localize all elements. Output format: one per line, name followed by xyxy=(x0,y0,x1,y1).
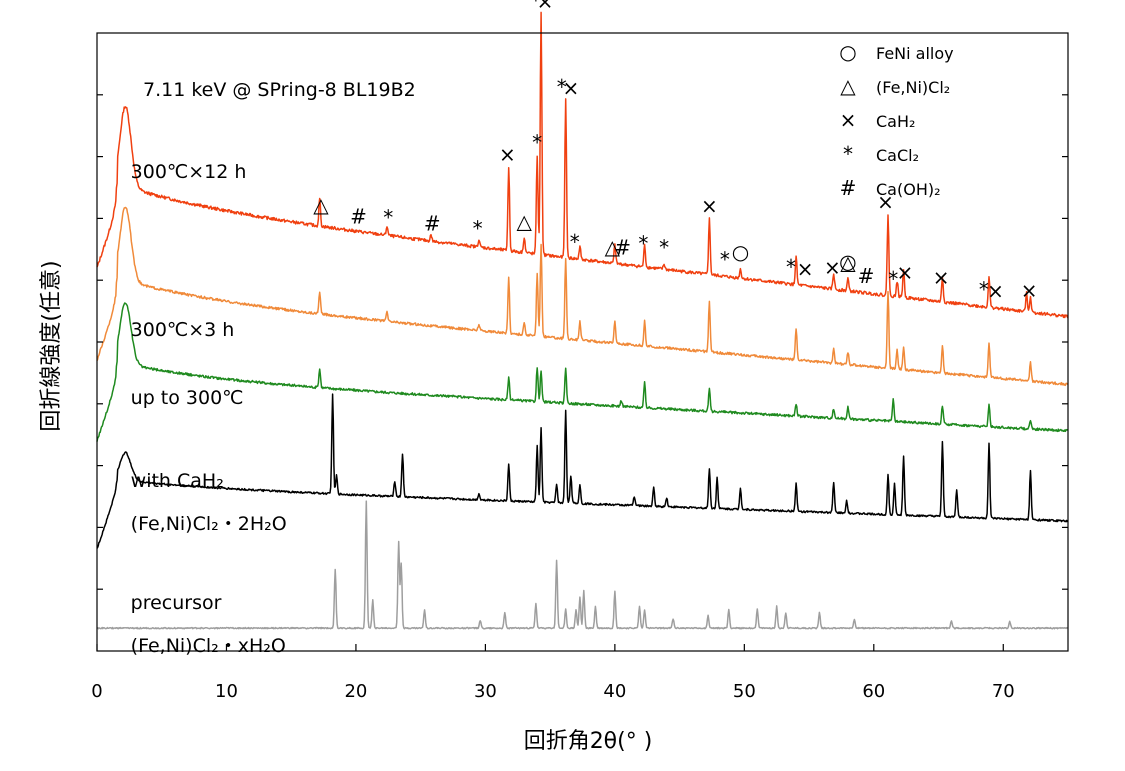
x-tick-label: 10 xyxy=(215,681,238,702)
x-axis-title: 回折角2θ(° ) xyxy=(524,729,653,754)
legend-symbol: # xyxy=(840,176,857,200)
trace-labels: 300℃×12 h 300℃×3 h up to 300℃ with CaH₂ (Fe,… xyxy=(131,161,287,657)
peak-marker: * xyxy=(659,235,669,259)
peak-marker: × xyxy=(562,76,579,100)
peak-markers: △ # * # *×△**×*×* △# * *×* ○* × × △○#×*× ×*× × xyxy=(313,0,1037,303)
source-note: 7.11 keV @ SPring-8 BL19B2 xyxy=(143,79,416,101)
legend-label: CaCl₂ xyxy=(876,146,919,165)
peak-marker: △ xyxy=(605,235,621,259)
x-tick-label: 30 xyxy=(474,681,497,702)
series-trace xyxy=(96,206,1069,387)
series-trace xyxy=(96,11,1069,319)
y-axis-title: 回折線強度(任意) xyxy=(39,260,64,431)
legend-symbol: ○ xyxy=(839,40,856,64)
peak-marker: * xyxy=(570,230,580,254)
series-trace xyxy=(96,302,1069,442)
peak-marker: × xyxy=(797,257,814,281)
peak-marker: × xyxy=(987,279,1004,303)
legend: ○ FeNi alloy △ (Fe,Ni)Cl₂ × CaH₂ * CaCl₂ # Ca(OH)… xyxy=(839,40,953,200)
x-tick-label: 40 xyxy=(603,681,626,702)
peak-marker: △ xyxy=(517,210,533,234)
legend-label: CaH₂ xyxy=(876,112,915,131)
legend-label: Ca(OH)₂ xyxy=(876,180,941,199)
peak-marker: × xyxy=(499,143,516,167)
peak-marker: * xyxy=(979,278,989,302)
peak-marker: × xyxy=(1021,278,1038,302)
peak-marker: * xyxy=(557,75,567,99)
peak-marker: * xyxy=(786,255,796,279)
peak-marker: △ xyxy=(840,250,856,274)
peak-marker: × xyxy=(896,260,913,284)
peak-marker: * xyxy=(888,267,898,291)
legend-label: (Fe,Ni)Cl₂ xyxy=(876,78,950,97)
series-trace xyxy=(96,500,1069,630)
legend-label: FeNi alloy xyxy=(876,44,954,63)
peak-marker: * xyxy=(638,232,648,256)
peak-marker: * xyxy=(532,131,542,155)
peak-marker: × xyxy=(701,194,718,218)
peak-marker: × xyxy=(537,0,554,13)
peak-marker: * xyxy=(720,247,730,271)
peak-marker: * xyxy=(531,0,541,12)
peak-marker: ○ xyxy=(732,240,749,264)
peak-marker: △ xyxy=(313,193,329,217)
series-trace xyxy=(96,393,1069,549)
peak-marker: # xyxy=(424,211,441,235)
series-label: (Fe,Ni)Cl₂・2H₂O xyxy=(131,513,287,535)
x-tick-label: 60 xyxy=(862,681,885,702)
peak-marker: # xyxy=(858,264,875,288)
series-label: with CaH₂ xyxy=(131,470,224,492)
x-tick-label: 50 xyxy=(733,681,756,702)
series-label: up to 300℃ xyxy=(131,387,244,409)
legend-symbol: × xyxy=(840,108,857,132)
traces xyxy=(96,11,1069,630)
series-label: 300℃×12 h xyxy=(131,161,247,183)
peak-marker: × xyxy=(933,266,950,290)
peak-marker: ○ xyxy=(839,249,856,273)
peak-marker: # xyxy=(350,205,367,229)
series-label: (Fe,Ni)Cl₂・xH₂O xyxy=(131,635,286,657)
series-label: 300℃×3 h xyxy=(131,319,235,341)
x-tick-label: 20 xyxy=(344,681,367,702)
x-tick-label: 0 xyxy=(91,681,102,702)
peak-marker: × xyxy=(824,256,841,280)
peak-marker: # xyxy=(614,235,631,259)
axes: 0 10 20 30 40 50 60 70 xyxy=(91,32,1069,702)
peak-marker: * xyxy=(473,216,483,240)
x-tick-label: 70 xyxy=(992,681,1015,702)
peak-marker: * xyxy=(383,205,393,229)
legend-symbol: △ xyxy=(840,74,856,98)
legend-symbol: * xyxy=(843,142,853,166)
peak-marker: × xyxy=(877,190,894,214)
series-label: precursor xyxy=(131,592,222,614)
